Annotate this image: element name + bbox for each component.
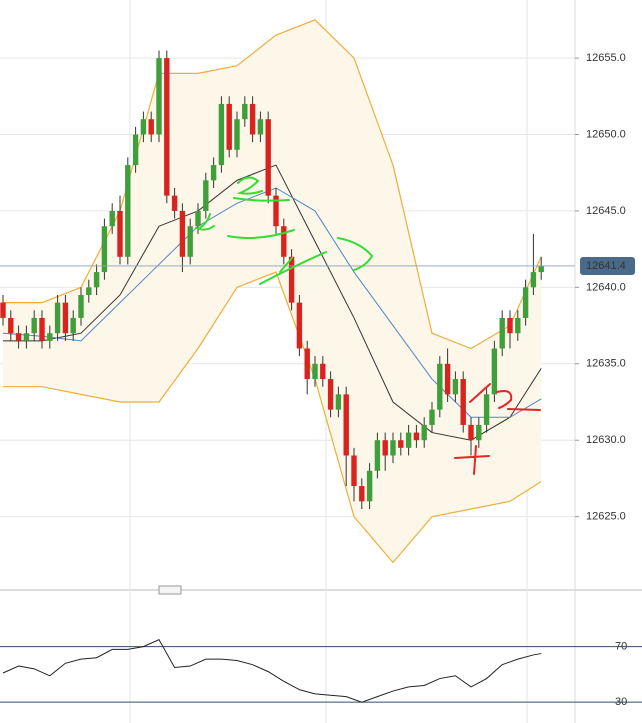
candle-body [39,317,45,341]
candle-body [468,424,474,441]
candle-body [226,103,232,150]
candle-body [460,379,466,425]
candle-body [522,287,529,318]
y-tick-label: 12650.0 [586,128,626,140]
candle-body [242,103,248,120]
candle-body [483,394,490,425]
candle-body [413,432,420,441]
candle-body [117,210,123,257]
candle-body [304,348,310,380]
candle-body [78,295,84,318]
candle-body [109,210,115,227]
candle-body [23,333,30,341]
candle-body [343,394,349,456]
candle-body [444,363,451,395]
y-tick-label: 12645.0 [586,205,626,217]
candle-body [86,287,92,295]
candle-body [515,317,521,334]
candle-body [125,165,131,257]
candle-body [421,424,427,441]
hand-annotations [195,176,541,475]
candle-body [15,333,22,341]
candle-body [437,363,443,410]
annotation-stroke [233,176,290,202]
candle-body [187,226,193,257]
candle-body [281,226,287,257]
candle-body [249,103,256,135]
candle-body [405,432,412,448]
last-price-label: 12641.4 [586,260,626,272]
candle-body [140,119,147,135]
candle-body [296,302,303,349]
annotation-stroke [259,237,374,285]
upper-band [3,19,542,350]
candle-body [218,103,225,166]
candle-body [70,317,76,334]
rsi-line [2,639,542,703]
y-tick-label: 12655.0 [586,52,626,64]
candle-body [538,265,544,273]
price-panel: 12625.0 12630.0 12635.0 12640.0 12645.0 12650… [0,19,635,564]
candle-body [257,119,264,135]
candle-body [382,440,388,456]
lower-band [3,271,542,564]
candle-body [148,119,154,135]
candle-body [390,440,396,456]
candle-body [203,180,209,211]
candle-body [179,210,186,257]
candle-body [398,440,404,448]
middle-band [3,164,542,441]
y-tick-label: 30 [615,696,627,708]
panel-resize-handle[interactable] [158,585,182,595]
candle-body [499,317,505,349]
candle-body [429,409,435,425]
candle-body [31,317,37,334]
candle-body [47,333,53,341]
candle-body [476,424,482,441]
candle-body [374,440,381,471]
candle-body [195,210,201,227]
candle-body [101,226,108,273]
candle-body [530,272,537,288]
candle-body [359,486,365,502]
candle-body [171,195,178,211]
candle-body [265,119,271,196]
y-tick-label: 12630.0 [586,434,626,446]
candle-body [8,317,14,334]
y-tick-label: 12625.0 [586,511,626,523]
last-price-box [580,256,635,275]
annotation-stroke [195,213,295,239]
candle-body [93,272,100,288]
annotation-stroke [454,383,541,475]
candle-body [273,195,279,227]
candle-body [62,302,69,334]
candle-body [156,58,162,135]
candle-body [507,317,513,334]
candle-body [320,363,326,380]
candle-body [366,470,373,502]
candle-body [54,302,61,334]
candle-body [164,58,170,196]
candle-body [335,394,342,410]
y-tick-label: 12635.0 [586,358,626,370]
y-tick-label: 12640.0 [586,281,626,293]
rsi-panel: 30 70 [0,639,642,708]
candle-body [132,134,139,166]
candle-body [351,455,357,487]
candle-body [491,348,498,395]
candle-body [0,302,6,318]
candle-body [327,379,334,410]
candle-body [312,363,318,380]
candle-body [452,379,459,395]
candle-body [288,256,295,303]
y-tick-label: 70 [615,641,627,653]
candle-body [234,119,240,150]
candle-body [210,165,217,181]
